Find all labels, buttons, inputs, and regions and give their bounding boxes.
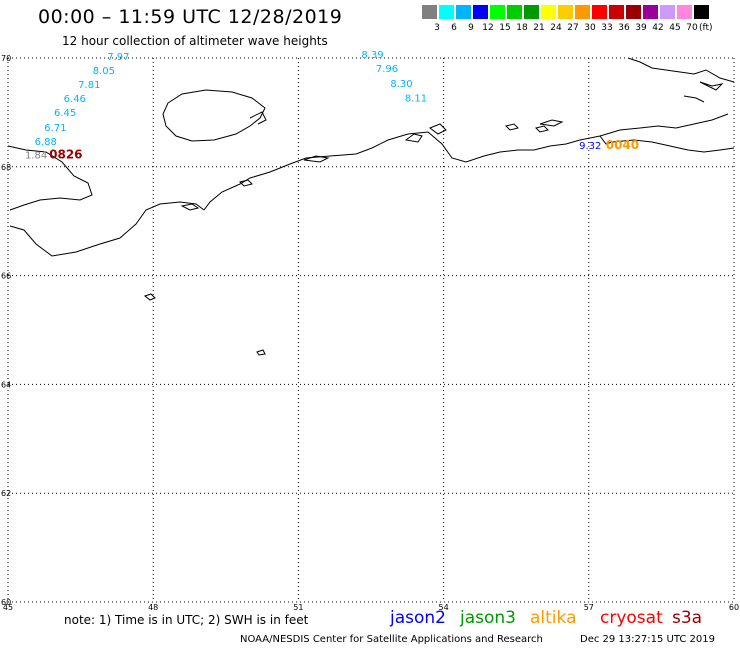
lat-tick-label: 68 <box>1 163 11 172</box>
scale-swatch <box>422 5 437 19</box>
scale-swatch <box>575 5 590 19</box>
wave-height-label: 1.84 <box>25 151 47 162</box>
coastline <box>7 57 735 356</box>
lon-tick-label: 48 <box>148 603 158 612</box>
scale-swatch <box>524 5 539 19</box>
wave-height-label: 8.11 <box>405 94 427 105</box>
scale-label: 12 <box>482 23 494 33</box>
scale-label: 3 <box>434 23 440 33</box>
scale-swatch <box>694 5 709 19</box>
legend-jason3: jason3 <box>460 608 516 628</box>
legend-cryosat: cryosat <box>600 608 663 628</box>
note-text: note: 1) Time is in UTC; 2) SWH is in fe… <box>64 613 309 627</box>
wave-height-label: 6.45 <box>54 108 76 119</box>
wave-height-label: 7.96 <box>376 64 398 75</box>
scale-swatch <box>643 5 658 19</box>
wave-height-label: 8.39 <box>361 50 383 61</box>
lon-tick-label: 60 <box>729 603 739 612</box>
wave-height-label: 6.71 <box>44 123 66 134</box>
scale-label: 30 <box>584 23 596 33</box>
scale-swatch <box>660 5 675 19</box>
scale-label: 39 <box>635 23 647 33</box>
lat-lon-grid <box>7 57 735 603</box>
white-sea-coast <box>9 201 205 257</box>
scale-label: 21 <box>533 23 545 33</box>
scale-label: 6 <box>451 23 457 33</box>
wave-height-label: 9.32 <box>579 141 601 152</box>
scale-swatch <box>490 5 505 19</box>
kanin-coast <box>7 145 93 211</box>
pass-time-label: 0826 <box>49 148 82 162</box>
lake <box>143 293 156 301</box>
scale-label: 9 <box>468 23 474 33</box>
credit-text: NOAA/NESDIS Center for Satellite Applica… <box>240 634 543 645</box>
scale-swatch <box>677 5 692 19</box>
lat-tick-label: 70 <box>1 54 11 63</box>
lat-tick-label: 62 <box>1 489 11 498</box>
scale-label: 27 <box>567 23 579 33</box>
scale-label: 70 <box>686 23 698 33</box>
chart-title: 00:00 – 11:59 UTC 12/28/2019 <box>38 6 343 28</box>
lake <box>256 349 266 356</box>
scale-label: 36 <box>618 23 630 33</box>
axis-ticks: 45 48 51 54 57 60 60 62 64 66 68 70 <box>1 54 739 612</box>
wave-height-label: 8.30 <box>390 79 412 90</box>
scale-swatch <box>626 5 641 19</box>
scale-swatch <box>609 5 624 19</box>
legend-altika: altika <box>530 608 577 628</box>
scale-swatch <box>592 5 607 19</box>
scale-swatch <box>456 5 471 19</box>
lat-tick-label: 66 <box>1 272 11 281</box>
scale-swatch <box>507 5 522 19</box>
lat-tick-label: 64 <box>1 380 11 389</box>
lon-tick-label: 51 <box>293 603 303 612</box>
wave-height-label: 6.88 <box>35 137 57 148</box>
wave-height-observations: 7.97 8.05 7.81 6.46 6.45 6.71 6.88 1.84 0826 8.39… <box>25 50 639 162</box>
pechora-coast <box>203 113 729 211</box>
scale-label: 45 <box>669 23 681 33</box>
bay-inlet <box>599 135 613 145</box>
scale-swatch <box>541 5 556 19</box>
kolguyev-island <box>162 89 266 142</box>
kolguyev-spit <box>249 111 267 125</box>
scale-label: 42 <box>652 23 664 33</box>
lat-tick-label: 60 <box>1 598 11 607</box>
pass-time-label: 0040 <box>606 138 639 152</box>
scale-label: 15 <box>499 23 511 33</box>
scale-unit: (ft) <box>699 23 713 33</box>
peninsula-east <box>611 139 735 153</box>
novaya-zemlya <box>627 57 735 83</box>
chart-subtitle: 12 hour collection of altimeter wave hei… <box>62 34 328 48</box>
wave-height-label: 8.05 <box>93 66 115 77</box>
wave-height-label: 7.81 <box>78 80 100 91</box>
scale-label: 33 <box>601 23 613 33</box>
scale-swatch <box>473 5 488 19</box>
lon-tick-label: 57 <box>584 603 594 612</box>
scale-label: 18 <box>516 23 528 33</box>
scale-swatch <box>558 5 573 19</box>
lon-tick-label: 54 <box>439 603 449 612</box>
timestamp-text: Dec 29 13:27:15 UTC 2019 <box>580 634 715 645</box>
lon-tick-label: 45 <box>3 603 13 612</box>
scale-swatch <box>439 5 454 19</box>
legend-jason2: jason2 <box>390 608 446 628</box>
scale-label: 24 <box>550 23 562 33</box>
wave-height-label: 6.46 <box>64 94 86 105</box>
legend-s3a: s3a <box>672 608 703 628</box>
wave-height-label: 7.97 <box>107 52 129 63</box>
